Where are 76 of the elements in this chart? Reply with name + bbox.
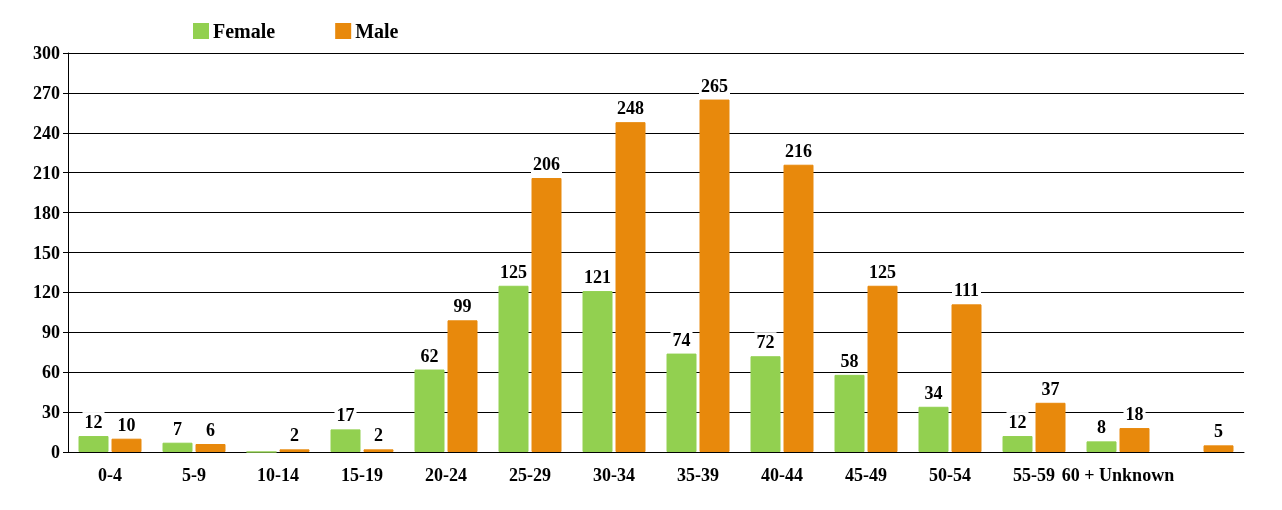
data-label: 265 (701, 75, 728, 96)
data-label: 62 (420, 345, 439, 366)
bar (414, 369, 445, 452)
x-tick-label: 25-29 (509, 465, 551, 485)
x-tick-label: 35-39 (677, 465, 719, 485)
data-label: 2 (290, 425, 299, 446)
y-tick-label: 210 (33, 162, 60, 183)
x-tick-label: 60 + Unknown (1061, 465, 1175, 485)
data-label: 74 (672, 329, 691, 350)
data-label: 34 (924, 382, 943, 403)
data-label: 111 (953, 280, 980, 301)
data-label: 58 (840, 350, 859, 371)
data-label: 12 (84, 412, 103, 433)
legend-label: Male (355, 20, 399, 42)
legend-label: Female (213, 20, 276, 42)
y-tick-label: 270 (33, 82, 60, 103)
data-label: 18 (1125, 404, 1144, 425)
bar (834, 374, 865, 452)
x-tick-label: 0-4 (98, 465, 122, 485)
y-tick-label: 120 (33, 282, 60, 303)
bar (330, 429, 361, 452)
data-label: 6 (206, 420, 215, 441)
bar (78, 436, 109, 452)
bar (498, 285, 529, 452)
x-tick-label: 10-14 (257, 465, 299, 485)
bar (1086, 441, 1117, 452)
x-tick-label: 15-19 (341, 465, 383, 485)
bar (951, 304, 982, 452)
y-tick-label: 0 (51, 442, 60, 462)
bar (699, 99, 730, 452)
data-label: 125 (500, 261, 527, 282)
y-tick-label: 180 (33, 202, 60, 223)
x-tick-label: 5-9 (182, 465, 206, 485)
bar (918, 406, 949, 452)
data-label: 12 (1008, 412, 1027, 433)
bar (1119, 428, 1150, 452)
y-tick-label: 60 (42, 362, 60, 383)
bar (1002, 436, 1033, 452)
y-tick-label: 30 (42, 402, 60, 423)
bar (1035, 402, 1066, 452)
bar (867, 285, 898, 452)
bar (783, 164, 814, 452)
data-label: 125 (869, 261, 896, 282)
bar (195, 444, 226, 452)
data-label: 17 (336, 405, 355, 426)
data-label: 2 (374, 425, 383, 446)
data-label: 121 (584, 267, 611, 288)
y-tick-label: 240 (33, 122, 60, 143)
bar (666, 353, 697, 452)
data-label: 216 (785, 140, 812, 161)
bar (582, 291, 613, 452)
x-tick-label: 50-54 (929, 465, 971, 485)
y-tick-label: 150 (33, 242, 60, 263)
x-tick-label: 40-44 (761, 465, 803, 485)
data-label: 99 (453, 296, 472, 317)
x-tick-label: 55-59 (1013, 465, 1055, 485)
bar (1203, 445, 1234, 452)
data-label: 5 (1214, 421, 1223, 442)
bar (447, 320, 478, 452)
data-label: 7 (173, 418, 182, 439)
data-label: 10 (117, 414, 136, 435)
data-label: 206 (533, 154, 560, 175)
bar (111, 438, 142, 452)
data-label: 72 (756, 332, 775, 353)
y-tick-label: 300 (33, 43, 60, 63)
y-tick-label: 90 (42, 322, 60, 343)
bar (162, 442, 193, 452)
x-tick-label: 30-34 (593, 465, 635, 485)
bar (750, 356, 781, 452)
bar (615, 122, 646, 452)
data-label: 8 (1097, 417, 1106, 438)
bar (531, 178, 562, 452)
x-tick-label: 20-24 (425, 465, 467, 485)
x-tick-label: 45-49 (845, 465, 887, 485)
data-label: 37 (1041, 378, 1060, 399)
data-label: 248 (617, 98, 644, 119)
